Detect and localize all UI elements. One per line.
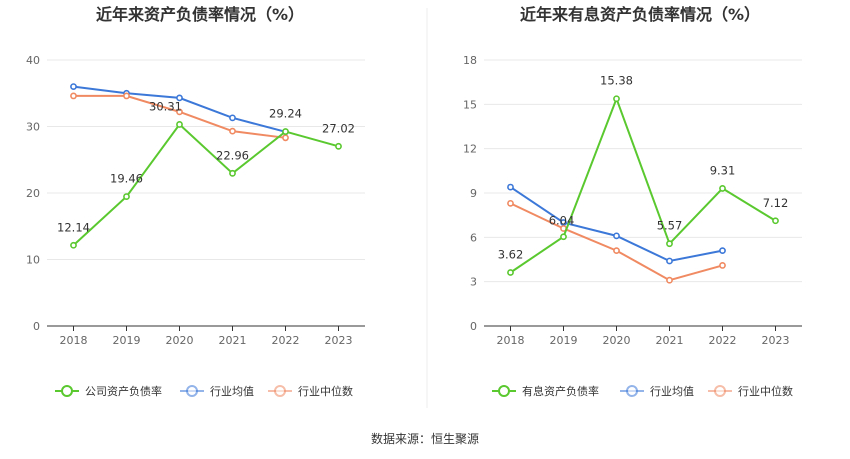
y-tick-label: 6 (470, 231, 477, 244)
legend-label: 行业均值 (210, 385, 254, 398)
y-tick-label: 40 (26, 54, 40, 67)
data-point (229, 169, 236, 177)
legend-label: 行业中位数 (298, 384, 353, 398)
data-point (282, 128, 289, 135)
data-label: 5.57 (657, 219, 683, 233)
x-tick-label: 2022 (272, 334, 300, 347)
x-tick-label: 2022 (709, 334, 737, 347)
legend-label: 行业中位数 (738, 384, 793, 398)
data-point (507, 199, 514, 207)
y-tick-label: 0 (470, 320, 477, 333)
data-point (719, 262, 726, 269)
data-source: 数据来源：恒生聚源 (371, 431, 479, 446)
x-tick-label: 2019 (550, 334, 578, 347)
legend-label: 行业均值 (650, 385, 694, 398)
data-point (507, 269, 514, 276)
data-label: 12.14 (57, 220, 90, 234)
data-point (666, 276, 673, 284)
y-tick-label: 3 (470, 276, 477, 289)
legend-marker (626, 385, 638, 397)
data-label: 15.38 (600, 74, 633, 88)
x-tick-label: 2021 (219, 334, 247, 347)
y-tick-label: 15 (463, 98, 477, 111)
data-point (613, 95, 620, 103)
data-point (70, 83, 77, 90)
chart-title: 近年来资产负债率情况（%） (96, 5, 304, 24)
data-label: 6.04 (549, 214, 575, 228)
y-tick-label: 30 (26, 121, 40, 134)
data-label: 9.31 (710, 163, 736, 177)
data-point (507, 183, 514, 191)
legend-label: 有息资产负债率 (522, 384, 599, 398)
data-point (123, 92, 130, 100)
data-point (335, 142, 342, 150)
legend-marker (274, 385, 286, 397)
legend-label: 公司资产负债率 (85, 384, 162, 398)
data-point (666, 257, 673, 265)
data-label: 22.96 (216, 148, 249, 162)
legend-marker (498, 385, 510, 397)
legend-marker (714, 385, 726, 397)
x-tick-label: 2019 (113, 334, 141, 347)
data-point (176, 121, 183, 128)
interest-bearing-debt-ratio-chart: 近年来有息资产负债率情况（%） 0 3 6 9 12 15 18 2018 2019 2020 202… (463, 5, 802, 398)
data-point (229, 127, 236, 135)
y-tick-label: 10 (26, 254, 40, 267)
data-point (176, 108, 183, 116)
legend-marker (61, 385, 73, 397)
data-point (560, 233, 567, 241)
data-point (282, 134, 289, 142)
data-point (70, 92, 77, 100)
x-tick-label: 2018 (60, 334, 88, 347)
series-line (510, 202, 723, 282)
data-point (613, 247, 620, 255)
data-point (176, 94, 183, 102)
chart-title: 近年来有息资产负债率情况（%） (520, 5, 760, 24)
y-tick-label: 0 (33, 320, 40, 333)
x-tick-label: 2020 (603, 334, 631, 347)
data-point (70, 241, 77, 249)
data-label: 29.24 (269, 107, 302, 121)
legend-marker (186, 385, 198, 397)
data-point (123, 193, 130, 200)
x-tick-label: 2023 (762, 334, 790, 347)
data-point (229, 114, 236, 122)
y-tick-label: 12 (463, 143, 477, 156)
data-label: 7.12 (763, 196, 789, 210)
series-line (509, 95, 777, 274)
y-tick-label: 9 (470, 187, 477, 200)
series-line (72, 122, 339, 247)
x-tick-label: 2021 (656, 334, 684, 347)
x-tick-label: 2023 (325, 334, 353, 347)
x-tick-label: 2020 (166, 334, 194, 347)
data-label: 19.46 (110, 172, 143, 186)
debt-ratio-chart: 近年来资产负债率情况（%） 0 10 20 30 40 2018 2019 2020 2021 20… (26, 5, 365, 398)
data-point (719, 247, 726, 255)
data-point (719, 185, 726, 192)
y-tick-label: 18 (463, 54, 477, 67)
data-point (613, 232, 620, 240)
x-tick-label: 2018 (497, 334, 525, 347)
data-label: 3.62 (498, 248, 524, 262)
y-tick-label: 20 (26, 187, 40, 200)
data-label: 27.02 (322, 121, 355, 135)
data-point (772, 217, 779, 225)
data-point (666, 240, 673, 248)
data-label: 30.31 (149, 99, 182, 113)
